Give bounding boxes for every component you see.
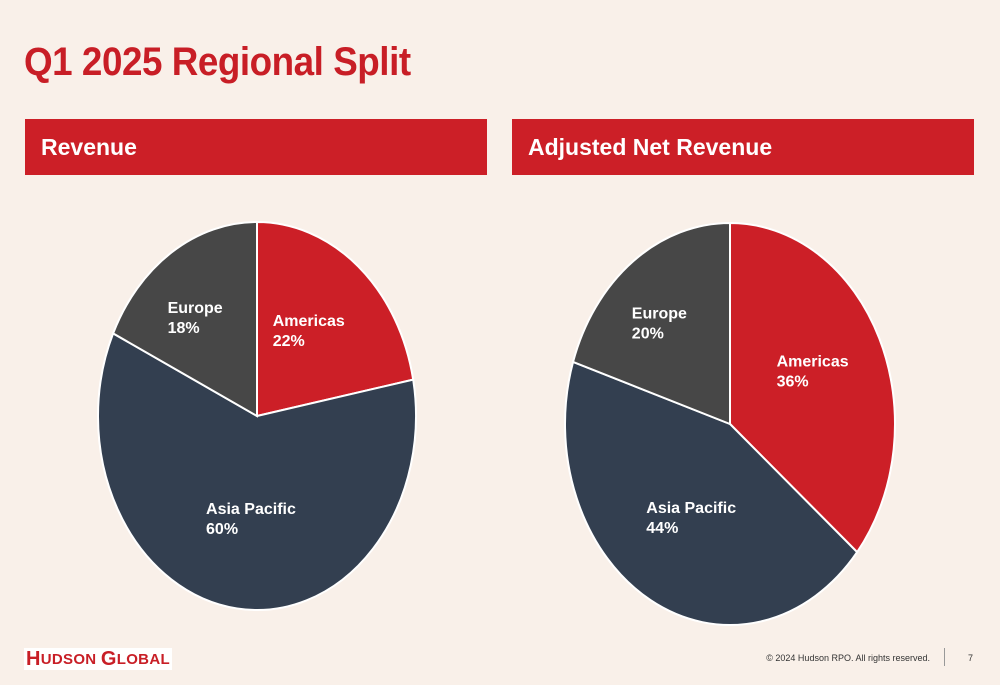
adjusted-net-revenue-header: Adjusted Net Revenue — [512, 119, 974, 175]
page-number: 7 — [968, 653, 974, 663]
pie-0-label-asia-pacific: Asia Pacific — [206, 501, 296, 518]
pie-1-value-americas: 36% — [777, 373, 809, 390]
pie-1-label-europe: Europe — [632, 305, 687, 322]
pie-0-label-americas: Americas — [273, 313, 345, 330]
pie-1-value-asia-pacific: 44% — [646, 520, 678, 537]
pie-0-slice-americas — [256, 220, 415, 418]
pie-1-label-asia-pacific: Asia Pacific — [646, 500, 736, 517]
pie-1: Americas 36% Asia Pacific 44% Europe 20% — [564, 221, 896, 626]
pie-1-label-americas: Americas — [777, 353, 849, 370]
pie-1-slice-americas — [729, 221, 896, 554]
slide-title: Q1 2025 Regional Split — [24, 40, 411, 84]
pie-0-value-americas: 22% — [273, 333, 305, 350]
pie-0-slice-europe — [111, 220, 258, 418]
pie-0: Americas 22% Asia Pacific 60% Europe 18% — [97, 220, 417, 611]
pie-1-slice-asia-pacific — [564, 360, 859, 626]
pie-0-value-europe: 18% — [168, 320, 200, 337]
pie-1-slice-europe — [571, 221, 731, 426]
pie-0-label-europe: Europe — [168, 300, 223, 317]
footer-divider — [944, 648, 945, 666]
pie-1-value-europe: 20% — [632, 325, 664, 342]
copyright-text: © 2024 Hudson RPO. All rights reserved. — [766, 653, 930, 663]
pie-0-value-asia-pacific: 60% — [206, 521, 238, 538]
pie-0-slice-asia-pacific — [97, 331, 417, 611]
revenue-header: Revenue — [25, 119, 487, 175]
hudson-global-logo: H UDSON G LOBAL — [24, 647, 172, 670]
